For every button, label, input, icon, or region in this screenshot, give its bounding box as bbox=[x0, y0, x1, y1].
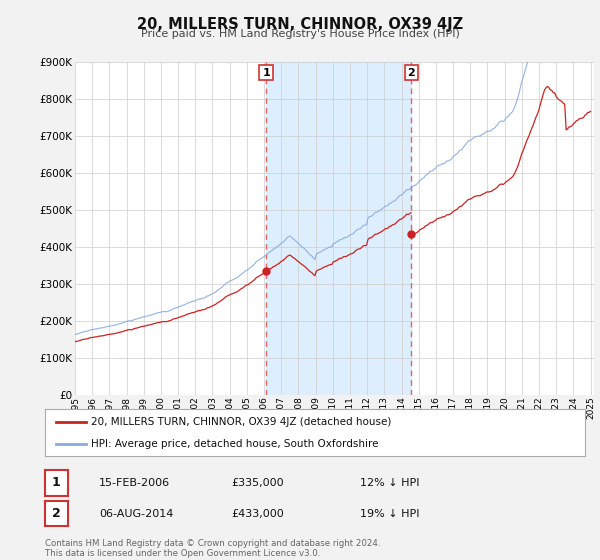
Text: 1: 1 bbox=[52, 477, 61, 489]
Text: Contains HM Land Registry data © Crown copyright and database right 2024.: Contains HM Land Registry data © Crown c… bbox=[45, 539, 380, 548]
Text: HPI: Average price, detached house, South Oxfordshire: HPI: Average price, detached house, Sout… bbox=[91, 438, 379, 449]
Text: 20, MILLERS TURN, CHINNOR, OX39 4JZ (detached house): 20, MILLERS TURN, CHINNOR, OX39 4JZ (det… bbox=[91, 417, 391, 427]
Text: 12% ↓ HPI: 12% ↓ HPI bbox=[360, 478, 419, 488]
Text: £335,000: £335,000 bbox=[231, 478, 284, 488]
Text: 2: 2 bbox=[407, 68, 415, 78]
Text: 20, MILLERS TURN, CHINNOR, OX39 4JZ: 20, MILLERS TURN, CHINNOR, OX39 4JZ bbox=[137, 17, 463, 32]
Text: This data is licensed under the Open Government Licence v3.0.: This data is licensed under the Open Gov… bbox=[45, 549, 320, 558]
Bar bbox=[266, 62, 412, 395]
Text: Price paid vs. HM Land Registry's House Price Index (HPI): Price paid vs. HM Land Registry's House … bbox=[140, 29, 460, 39]
Text: 19% ↓ HPI: 19% ↓ HPI bbox=[360, 509, 419, 519]
Text: 15-FEB-2006: 15-FEB-2006 bbox=[99, 478, 170, 488]
Text: 1: 1 bbox=[262, 68, 270, 78]
Text: 2: 2 bbox=[52, 507, 61, 520]
Text: 06-AUG-2014: 06-AUG-2014 bbox=[99, 509, 173, 519]
Text: £433,000: £433,000 bbox=[231, 509, 284, 519]
